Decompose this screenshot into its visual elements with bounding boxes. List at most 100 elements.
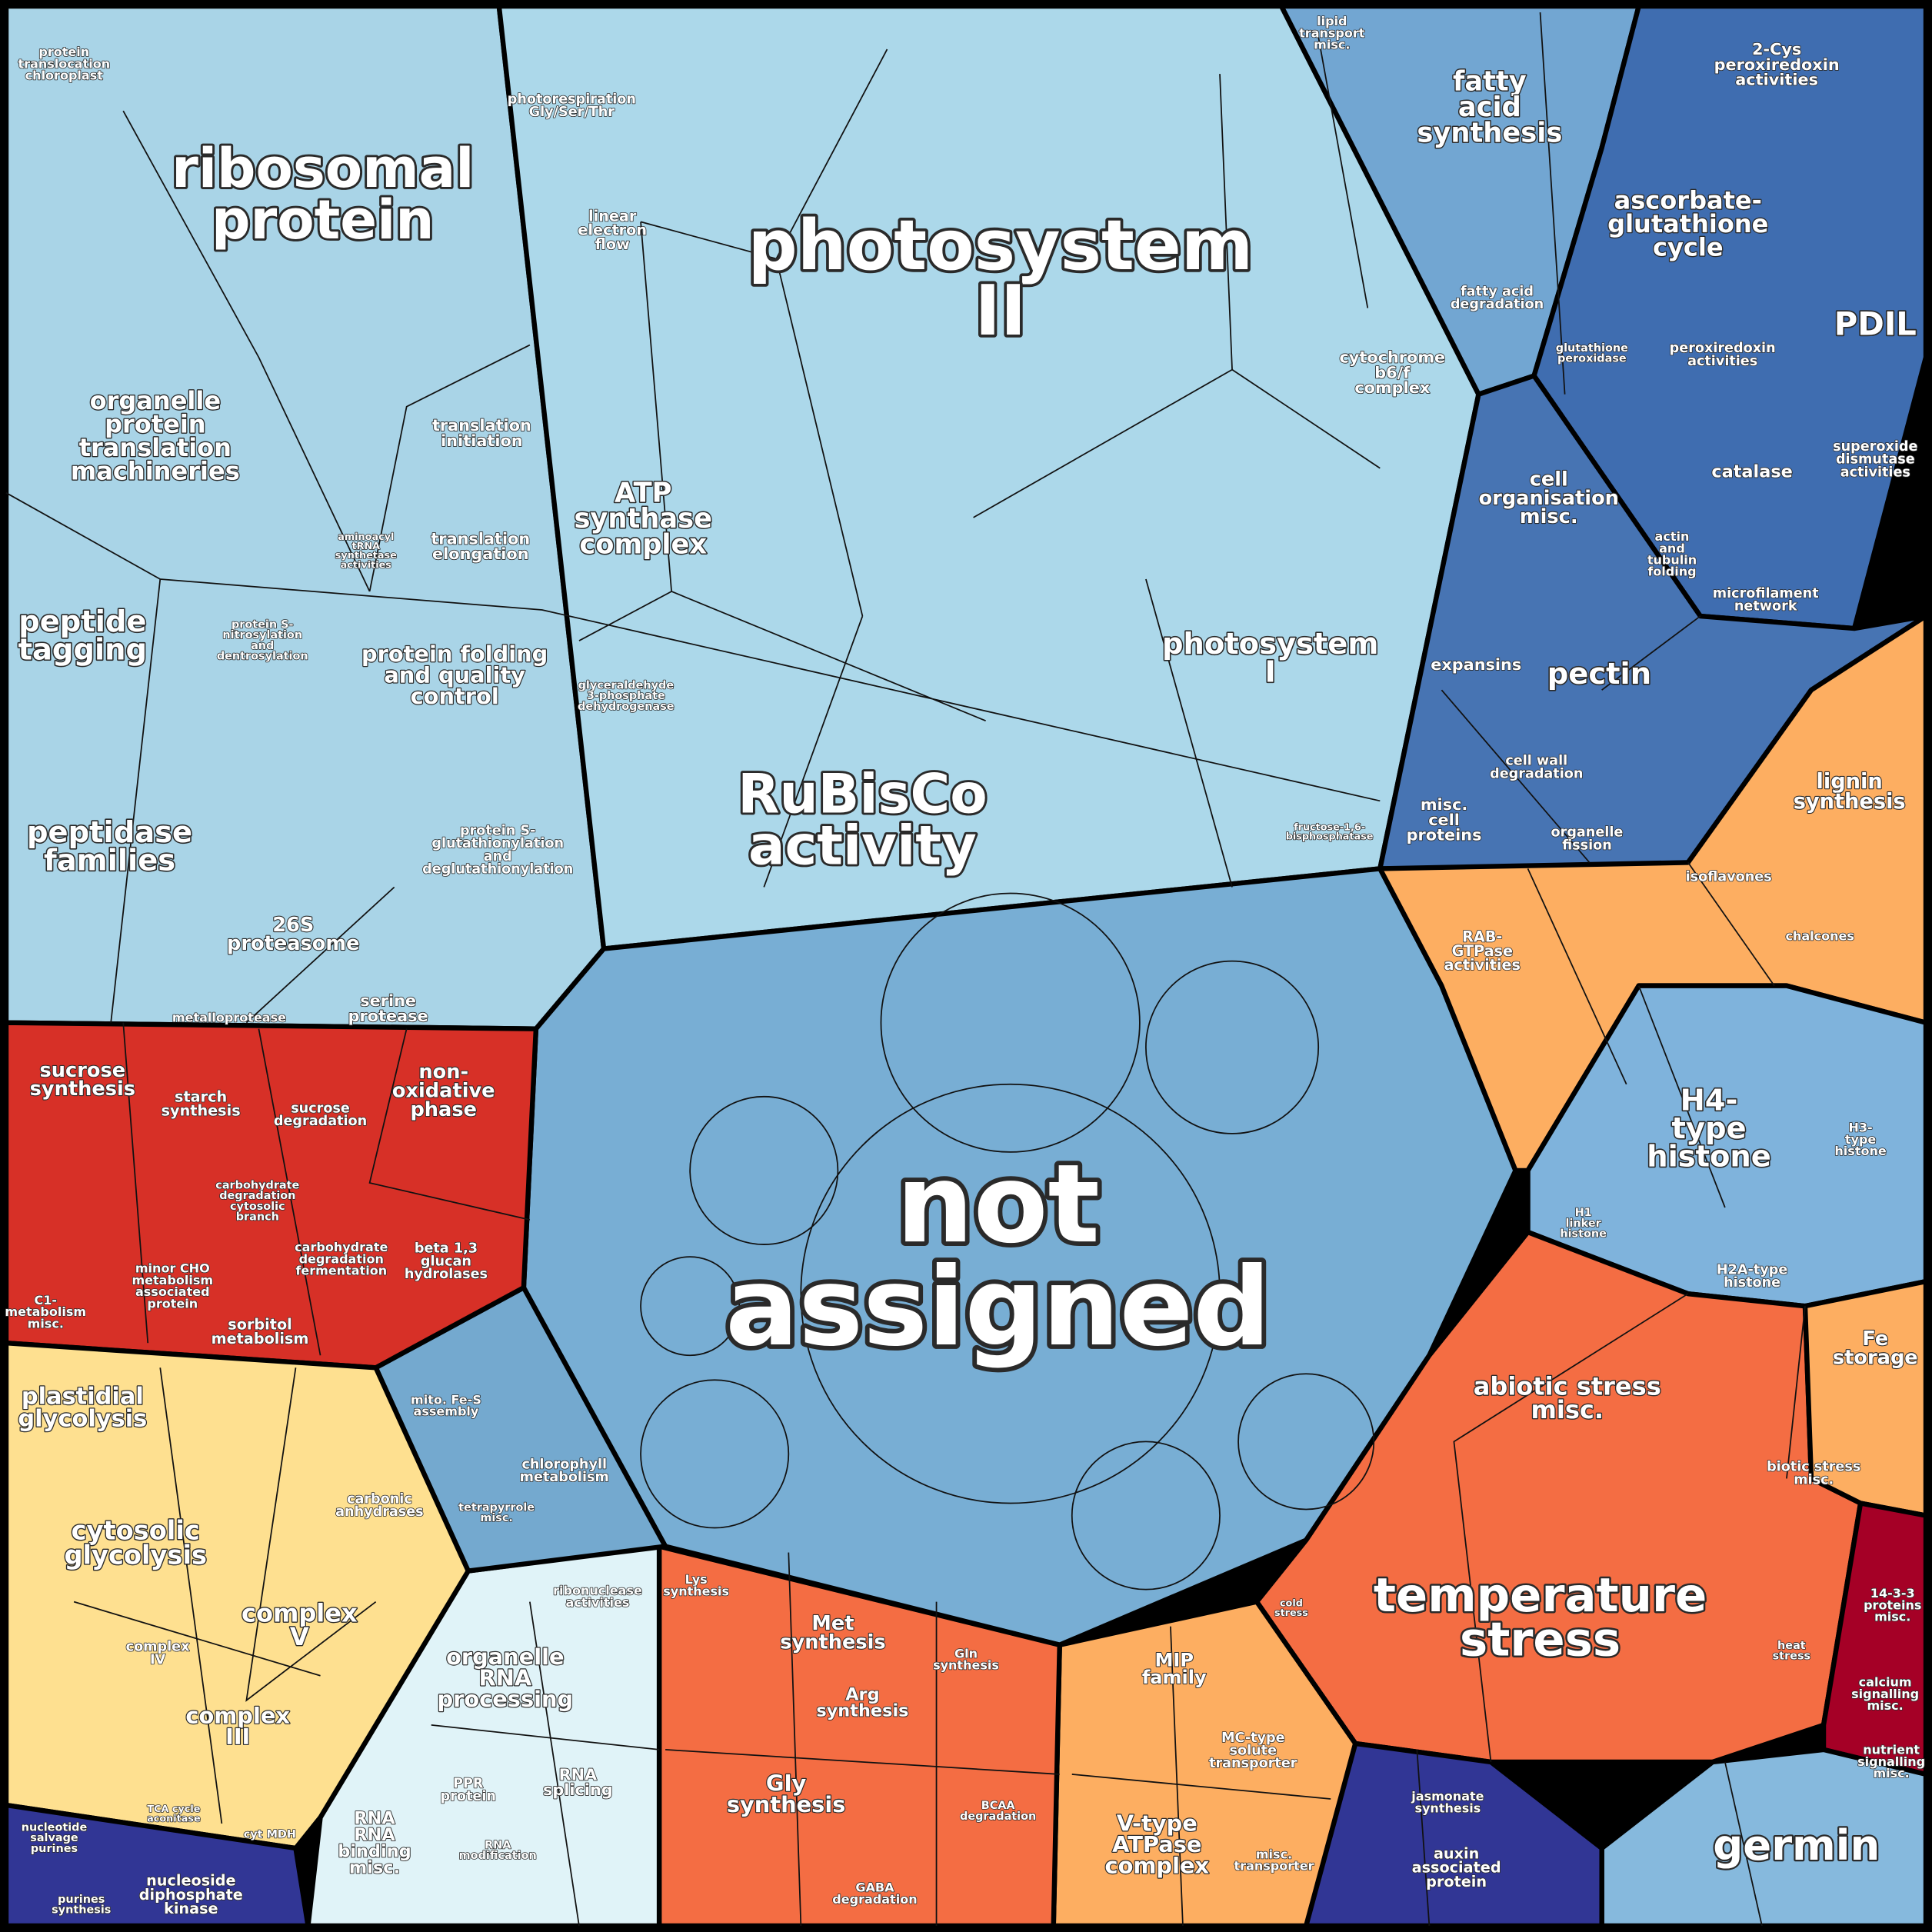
label-line: dismutase xyxy=(1836,452,1915,468)
label-line: TCA cycle xyxy=(147,1804,200,1815)
label-line: tetrapyrrole xyxy=(458,1501,535,1514)
label-line: protease xyxy=(348,1007,428,1025)
label-line: misc. xyxy=(1867,1698,1903,1713)
label-line: organelle xyxy=(446,1644,565,1670)
nucleotide-region xyxy=(3,1802,311,1929)
region-label: lignin synthesis xyxy=(1794,770,1906,814)
region-label: organelle RNA processing xyxy=(438,1644,574,1712)
label-line: splicing xyxy=(543,1780,613,1799)
label-line: misc. xyxy=(1794,1472,1834,1487)
region-label: carbohydrate degradation fermentation xyxy=(295,1240,388,1277)
region-label: cell organisation misc. xyxy=(1479,468,1619,528)
label-line: minor CHO xyxy=(135,1261,210,1275)
label-line: peroxiredoxin xyxy=(1670,341,1776,356)
label-line: misc. xyxy=(349,1857,400,1877)
region-label: RAB-GTPase activities xyxy=(1444,928,1521,974)
label-line: histone xyxy=(1647,1139,1771,1174)
label-line: serine xyxy=(360,991,416,1010)
label-line: degradation xyxy=(219,1190,295,1202)
label-line: tubulin xyxy=(1647,552,1697,567)
label-line: carbohydrate xyxy=(215,1179,299,1191)
label-line: nucleotide xyxy=(22,1822,88,1834)
region-label: cell wall degradation xyxy=(1490,754,1583,782)
label-line: misc. xyxy=(480,1512,513,1524)
region-label: photorespiration Gly/Ser/Thr xyxy=(508,92,636,120)
region-label: superoxide dismutase activities xyxy=(1833,439,1917,480)
region-label: germin xyxy=(1713,1820,1880,1870)
label-line: misc. xyxy=(1873,1766,1909,1780)
region-label: protein S-nitrosylation and dentrosylation xyxy=(217,619,308,663)
label-line: misc. xyxy=(1314,37,1350,52)
label-line: type xyxy=(1845,1131,1877,1146)
label-line: MIP xyxy=(1155,1649,1194,1671)
label-line: I xyxy=(1265,655,1276,689)
label-line: initiation xyxy=(441,431,522,450)
label-line: peroxiredoxin xyxy=(1714,55,1840,74)
region-label: RNA modification xyxy=(459,1839,537,1862)
label-line: purines xyxy=(58,1894,105,1906)
label-line: synthesis xyxy=(816,1700,908,1720)
region-label: 14-3-3 proteins misc. xyxy=(1864,1586,1921,1624)
label-line: misc. xyxy=(1520,505,1578,528)
label-line: associated xyxy=(1412,1858,1501,1876)
label-line: aminoacyl xyxy=(338,531,394,542)
label-line: cycle xyxy=(1653,233,1724,262)
label-line: misc. xyxy=(1256,1847,1292,1861)
label-line: ribonuclease xyxy=(553,1583,642,1597)
label-line: linear xyxy=(588,207,637,225)
label-line: H3- xyxy=(1848,1120,1872,1134)
label-line: stress xyxy=(1460,1612,1621,1667)
label-line: metabolism xyxy=(212,1329,309,1347)
region-label: protein folding and quality control xyxy=(361,641,548,709)
label-line: activities xyxy=(1840,465,1910,480)
label-line: Arg xyxy=(845,1684,879,1704)
label-line: BCAA xyxy=(981,1800,1016,1812)
label-line: tagging xyxy=(18,632,147,667)
region-label: photosystem I xyxy=(1162,626,1378,689)
region-label: cytosolic glycolysis xyxy=(64,1515,207,1570)
label-line: RNA xyxy=(485,1839,511,1851)
label-line: fatty xyxy=(1453,65,1527,97)
label-line: synthesis xyxy=(162,1101,241,1119)
label-line: nutrient xyxy=(1863,1742,1920,1757)
label-line: glutathionylation xyxy=(431,836,564,851)
label-line: cytosolic xyxy=(230,1201,285,1213)
label-line: assigned xyxy=(725,1244,1271,1371)
label-line: modification xyxy=(459,1850,537,1862)
label-line: stress xyxy=(1773,1651,1811,1663)
label-line: auxin xyxy=(1434,1844,1479,1862)
cell-circle xyxy=(640,1379,790,1529)
label-line: activities xyxy=(566,1594,630,1609)
label-line: solute xyxy=(1230,1744,1277,1759)
region-label: Lys synthesis xyxy=(663,1572,729,1598)
region-label: V-type ATPase complex xyxy=(1105,1810,1210,1878)
label-line: aconitase xyxy=(147,1813,201,1824)
label-line: misc. xyxy=(28,1316,64,1331)
region-label: C1-metabolism misc. xyxy=(5,1292,86,1330)
label-line: oxidative xyxy=(392,1079,495,1102)
label-line: synthetase xyxy=(335,550,397,561)
label-line: bisphosphatase xyxy=(1286,831,1374,842)
region-label: peptidase families xyxy=(27,814,192,878)
label-line: peptide xyxy=(18,604,146,638)
label-line: plastidial xyxy=(22,1383,144,1410)
cells xyxy=(5,12,1806,1927)
region-label: Fe storage xyxy=(1833,1327,1918,1369)
label-line: anhydrases xyxy=(335,1504,424,1520)
regions xyxy=(3,3,1929,1929)
label-line: translation xyxy=(79,433,232,462)
label-line: metabolism xyxy=(132,1272,213,1287)
label-line: GABA xyxy=(855,1880,894,1894)
label-line: synthesis xyxy=(1414,1800,1481,1815)
region-label: biotic stress misc. xyxy=(1767,1460,1860,1488)
label-line: tRNA xyxy=(352,541,381,552)
label-line: synthesis xyxy=(30,1078,135,1101)
label-line: temperature xyxy=(1374,1567,1707,1622)
label-line: processing xyxy=(438,1686,574,1712)
region-label: cytochrome b6/f complex xyxy=(1339,348,1445,398)
label-line: glycolysis xyxy=(18,1405,147,1432)
region-label: aminoacyl tRNA synthetase activities xyxy=(335,531,397,571)
region-label: organelle fission xyxy=(1551,825,1624,854)
region-label: fatty acid degradation xyxy=(1451,284,1544,312)
label-line: III xyxy=(225,1724,250,1750)
